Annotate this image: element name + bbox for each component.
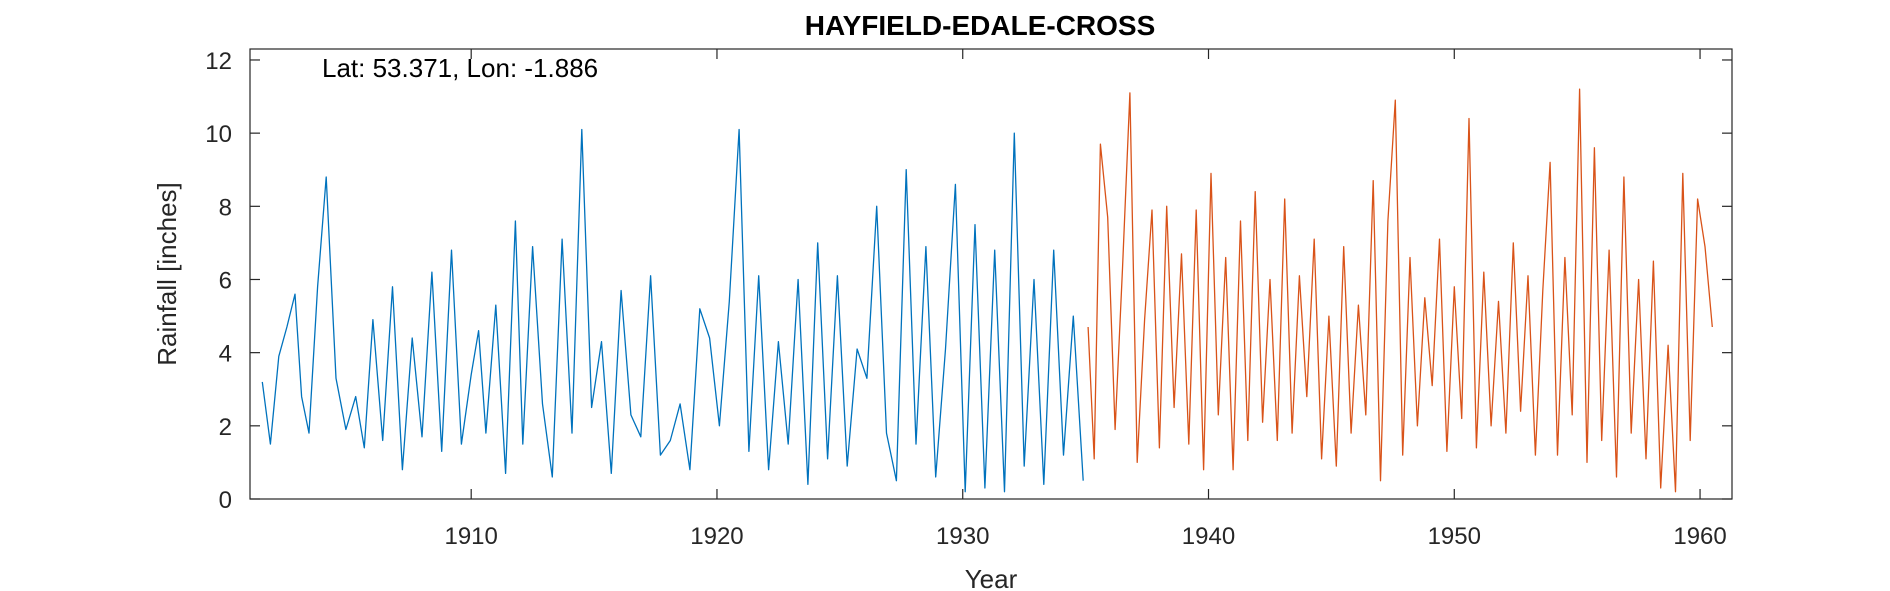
y-tick-label: 12 [205, 48, 232, 75]
location-annotation: Lat: 53.371, Lon: -1.886 [322, 53, 598, 83]
y-tick-label: 4 [219, 341, 232, 368]
x-tick-label: 1960 [1673, 523, 1726, 550]
x-tick-label: 1930 [936, 523, 989, 550]
chart-title: HAYFIELD-EDALE-CROSS [805, 10, 1156, 41]
plot-area [249, 48, 1733, 500]
x-tick-label: 1910 [444, 523, 497, 550]
y-tick-label: 2 [219, 414, 232, 441]
series-line-1 [261, 128, 1084, 493]
y-tick-label: 6 [219, 267, 232, 294]
y-tick-label: 10 [205, 121, 232, 148]
axis-ticks: 1910 1920 1930 1940 1950 1960 0 2 4 6 8 10 12 [205, 48, 1732, 550]
series-line-2 [1087, 88, 1713, 493]
x-tick-label: 1920 [690, 523, 743, 550]
y-tick-label: 8 [219, 194, 232, 221]
x-axis-label: Year [965, 564, 1018, 591]
x-tick-label: 1940 [1182, 523, 1235, 550]
series-layer [261, 88, 1713, 493]
x-tick-label: 1950 [1428, 523, 1481, 550]
y-axis-label: Rainfall [inches] [152, 182, 182, 366]
y-tick-label: 0 [219, 487, 232, 514]
